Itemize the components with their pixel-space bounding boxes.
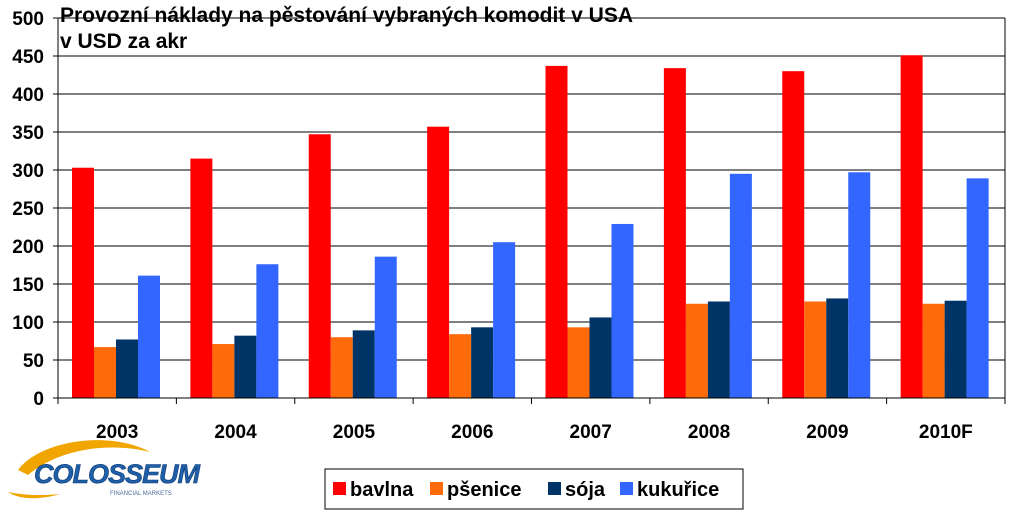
chart-subtitle: v USD za akr <box>60 30 187 53</box>
x-tick-label: 2009 <box>806 422 848 443</box>
legend-swatch-sója <box>548 482 561 495</box>
x-tick-label: 2006 <box>451 422 493 443</box>
colosseum-logo: COLOSSEUM FINANCIAL MARKETS <box>8 440 202 499</box>
bars-layer <box>72 55 989 399</box>
bar-kukuřice-2007 <box>611 223 634 398</box>
legend-label-sója: sója <box>565 479 606 501</box>
bar-kukuřice-2006 <box>493 242 516 398</box>
x-tick-labels: 2003 2004 2005 2006 2007 2008 2009 2010F <box>96 422 973 443</box>
x-tick-label: 2004 <box>214 422 257 443</box>
bar-pšenice-2009 <box>804 301 827 398</box>
legend-swatch-kukuřice <box>620 482 633 495</box>
bar-kukuřice-2010F <box>966 178 989 398</box>
x-tick-label: 2008 <box>688 422 730 443</box>
logo-wordmark: COLOSSEUM <box>34 459 201 489</box>
y-tick-label: 50 <box>23 351 44 372</box>
y-tick-label: 200 <box>12 237 44 258</box>
legend-label-kukuřice: kukuřice <box>637 479 719 501</box>
bar-sója-2004 <box>234 335 257 398</box>
bar-kukuřice-2004 <box>256 264 279 398</box>
bar-sója-2003 <box>116 339 138 398</box>
legend-label-pšenice: pšenice <box>447 479 521 501</box>
bar-pšenice-2008 <box>685 303 708 398</box>
logo-tagline: FINANCIAL MARKETS <box>110 491 172 497</box>
bar-sója-2010F <box>944 300 967 398</box>
bar-bavlna-2010F <box>900 55 923 399</box>
bar-pšenice-2004 <box>212 344 235 398</box>
y-tick-label: 500 <box>12 9 44 30</box>
x-tick-label: 2003 <box>96 422 138 443</box>
bar-sója-2009 <box>826 298 849 398</box>
y-tick-label: 400 <box>12 85 44 106</box>
y-tick-label: 0 <box>33 389 44 410</box>
legend-swatch-bavlna <box>333 482 346 495</box>
bar-sója-2008 <box>707 301 730 398</box>
bar-kukuřice-2005 <box>374 256 397 398</box>
bar-bavlna-2007 <box>545 65 568 398</box>
bar-bavlna-2003 <box>72 167 94 398</box>
y-tick-label: 350 <box>12 123 44 144</box>
bar-pšenice-2005 <box>330 337 353 398</box>
legend: bavlna pšenice sója kukuřice <box>324 468 744 510</box>
bar-kukuřice-2009 <box>848 172 871 398</box>
bar-sója-2007 <box>589 317 612 398</box>
y-tick-label: 100 <box>12 313 44 334</box>
bar-sója-2006 <box>471 327 494 398</box>
x-tick-label: 2005 <box>333 422 376 443</box>
bar-bavlna-2006 <box>427 126 450 399</box>
logo-swoosh-arc-icon <box>8 492 60 499</box>
grid-layer <box>58 17 1005 361</box>
y-tick-label: 250 <box>12 199 44 220</box>
bar-sója-2005 <box>352 330 375 398</box>
y-tick-label: 150 <box>12 275 44 296</box>
bar-bavlna-2004 <box>190 158 213 398</box>
y-tick-label: 300 <box>12 161 44 182</box>
axis-layer <box>53 17 1006 404</box>
bar-kukuřice-2003 <box>138 275 160 398</box>
bar-pšenice-2003 <box>94 347 116 398</box>
bar-pšenice-2006 <box>449 334 472 398</box>
logo-swoosh-icon <box>18 440 150 475</box>
bar-pšenice-2010F <box>922 303 945 398</box>
bar-pšenice-2007 <box>567 327 590 398</box>
legend-frame <box>324 468 744 510</box>
bar-bavlna-2008 <box>663 68 686 398</box>
x-tick-label: 2007 <box>570 422 612 443</box>
chart-title: Provozní náklady na pěstování vybraných … <box>60 4 633 27</box>
legend-label-bavlna: bavlna <box>350 479 414 501</box>
bar-bavlna-2005 <box>308 134 331 398</box>
y-tick-labels: 0 50 100 150 200 250 300 350 400 450 500 <box>12 9 44 410</box>
bar-kukuřice-2008 <box>729 173 752 398</box>
bar-bavlna-2009 <box>782 71 805 398</box>
y-tick-label: 450 <box>12 47 44 68</box>
legend-swatch-pšenice <box>430 482 443 495</box>
x-tick-label: 2010F <box>919 422 973 443</box>
